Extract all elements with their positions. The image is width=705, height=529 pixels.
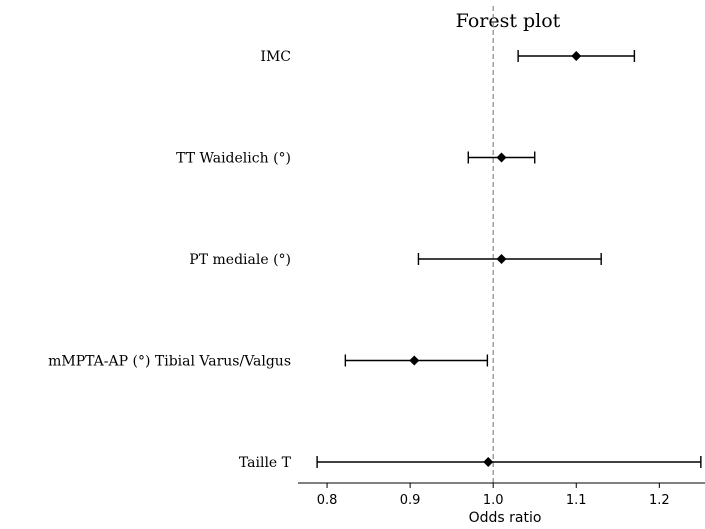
- estimate-marker: [483, 457, 494, 467]
- row-label: PT mediale (°): [189, 252, 291, 268]
- x-tick-label: 1.0: [483, 493, 504, 508]
- estimate-marker: [496, 254, 507, 264]
- estimate-marker: [409, 355, 420, 366]
- estimate-marker: [571, 51, 582, 61]
- x-axis-label: Odds ratio: [469, 510, 542, 526]
- row-label: mMPTA-AP (°) Tibial Varus/Valgus: [48, 354, 291, 370]
- plot-area: 0.8 0.9 1.0 1.1 1.2 IMC TT Waidelich (°) PT med…: [48, 6, 705, 508]
- x-tick-label: 0.8: [317, 493, 338, 508]
- x-tick-label: 1.1: [566, 493, 587, 508]
- x-tick-label: 0.9: [400, 493, 421, 508]
- row-label: IMC: [260, 49, 291, 65]
- row-label: TT Waidelich (°): [176, 151, 291, 167]
- row-label: Taille T: [239, 455, 292, 471]
- x-tick-label: 1.2: [649, 493, 670, 508]
- estimate-marker: [496, 152, 507, 163]
- chart-title: Forest plot: [456, 10, 561, 32]
